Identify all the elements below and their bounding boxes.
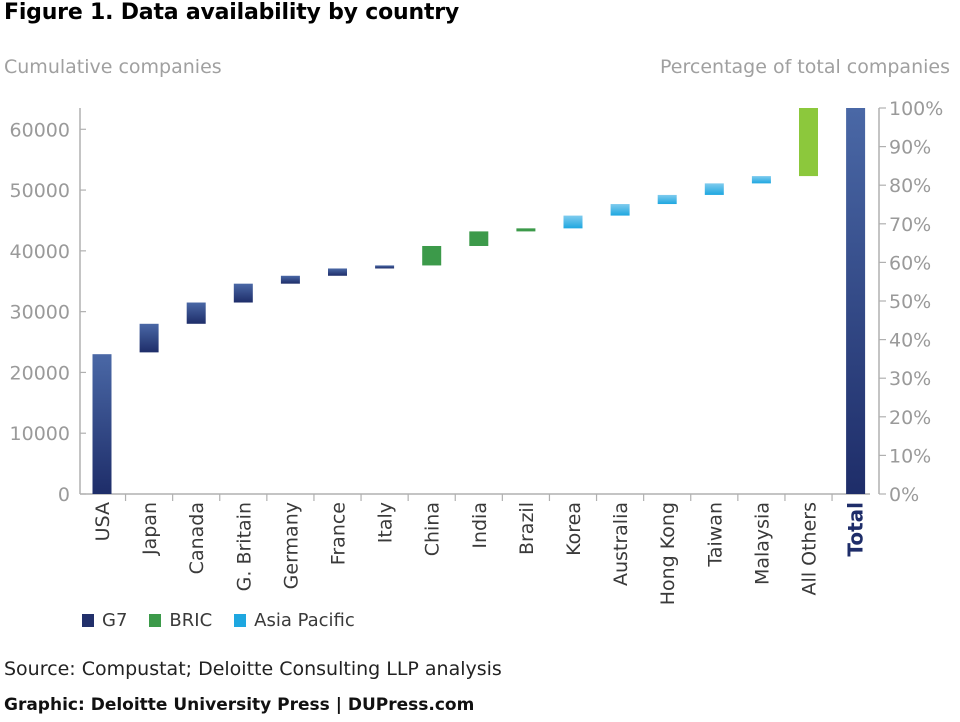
y-tick-label-right: 80% [889, 175, 931, 197]
y-tick-label-left: 20000 [10, 362, 70, 384]
x-tick-label-total: Total [844, 502, 868, 557]
bar-malaysia [751, 176, 771, 184]
bar-usa [92, 354, 112, 494]
x-tick-label-india: India [469, 502, 491, 549]
y-tick-label-left: 0 [58, 484, 70, 506]
y-tick-label-left: 50000 [10, 180, 70, 202]
y-tick-label-left: 10000 [10, 423, 70, 445]
x-tick-label-malaysia: Malaysia [751, 502, 773, 585]
x-tick-label-italy: Italy [375, 502, 397, 543]
y-tick-label-right: 40% [889, 330, 931, 352]
legend-item-asia-pacific: Asia Pacific [234, 610, 355, 631]
y-tick-label-right: 90% [889, 137, 931, 159]
y-axis-left-label: Cumulative companies [4, 56, 222, 78]
waterfall-chart: 0 10000 20000 30000 40000 50000 60000 0% 10% 20% 3… [10, 98, 944, 605]
x-tick-label-china: China [422, 502, 444, 556]
y-tick-label-right: 10% [889, 445, 931, 467]
bar-france [328, 268, 347, 276]
bar-germany [280, 275, 300, 284]
legend-item-g7: G7 [82, 610, 127, 631]
bar-hong-kong [657, 194, 677, 205]
bar-all-others [799, 108, 818, 177]
x-tick-label-taiwan: Taiwan [704, 502, 726, 568]
y-axis-right-label: Percentage of total companies [660, 56, 950, 78]
source-note: Source: Compustat; Deloitte Consulting L… [4, 658, 502, 680]
x-tick-label-japan: Japan [139, 502, 161, 556]
x-tick-label-brazil: Brazil [516, 502, 538, 555]
y-tick-label-right: 70% [889, 214, 931, 236]
legend-swatch-bric [149, 614, 162, 627]
y-tick-label-left: 30000 [10, 302, 70, 324]
y-tick-label-right: 60% [889, 252, 931, 274]
legend-swatch-g7 [82, 614, 94, 627]
y-tick-label-left: 40000 [10, 241, 70, 263]
legend-label-g7: G7 [102, 610, 128, 631]
x-tick-label-hong-kong: Hong Kong [657, 502, 679, 605]
bar-canada [186, 302, 206, 324]
x-tick-label-germany: Germany [280, 502, 302, 589]
y-tick-label-right: 50% [889, 291, 931, 313]
bar-total [846, 108, 866, 494]
legend-label-asia-pacific: Asia Pacific [254, 610, 355, 631]
bar-china [422, 245, 442, 266]
x-tick-label-usa: USA [92, 502, 114, 541]
figure-title: Figure 1. Data availability by country [4, 0, 460, 25]
bar-brazil [516, 228, 536, 232]
x-tick-label-all-others: All Others [799, 502, 821, 595]
bar-japan [139, 323, 159, 353]
x-tick-label-australia: Australia [610, 502, 632, 586]
graphic-credit: Graphic: Deloitte University Press | DUP… [4, 695, 475, 715]
x-tick-label-france: France [328, 502, 350, 565]
legend-label-bric: BRIC [169, 610, 213, 631]
y-tick-label-left: 60000 [10, 119, 70, 141]
y-tick-label-right: 20% [889, 407, 931, 429]
x-tick-label-korea: Korea [563, 502, 585, 556]
bar-taiwan [704, 183, 724, 195]
bar-australia [610, 204, 630, 216]
bar-india [469, 231, 489, 246]
legend-swatch-asia-pacific [234, 614, 247, 627]
bar-italy [375, 265, 395, 269]
x-tick-label-canada: Canada [186, 502, 208, 574]
y-tick-label-right: 30% [889, 368, 931, 390]
y-tick-label-right: 0% [889, 484, 919, 506]
legend-item-bric: BRIC [149, 610, 212, 631]
bar-g-britain [233, 283, 253, 303]
legend: G7 BRIC Asia Pacific [82, 610, 377, 631]
y-tick-label-right: 100% [889, 98, 943, 120]
bar-korea [563, 215, 583, 229]
x-tick-label-g-britain: G. Britain [233, 502, 255, 591]
